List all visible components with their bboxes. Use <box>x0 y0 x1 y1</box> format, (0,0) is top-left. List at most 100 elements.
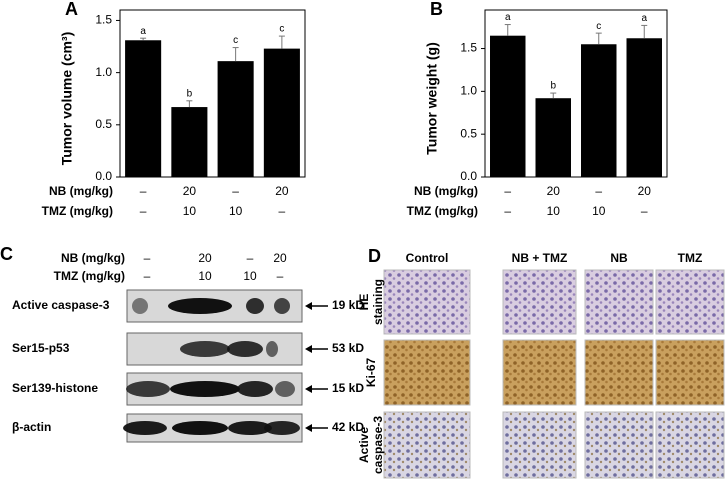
treatment-dose: – <box>232 184 239 198</box>
treatment-dose: – <box>277 269 284 283</box>
row-label: caspase-3 <box>371 416 385 474</box>
row-label: Ki-67 <box>364 358 378 388</box>
y-axis-label: Tumor volume (cm³) <box>59 32 75 166</box>
blot-name: Ser139-histone <box>12 381 98 395</box>
histology-image <box>655 411 725 479</box>
bar <box>171 107 208 177</box>
error-bar <box>595 32 602 45</box>
plot-frame <box>484 9 668 178</box>
y-tick-label: 1.0 <box>460 84 477 98</box>
y-tick-label: 0.0 <box>95 169 112 183</box>
treatment-dose: – <box>144 269 151 283</box>
blot-band <box>126 381 170 397</box>
blot-size: 53 kD <box>332 341 364 355</box>
treatment-dose: – <box>504 204 511 218</box>
treatment-dose: – <box>279 204 286 218</box>
treatment-dose: – <box>247 251 254 265</box>
treatment-dose: – <box>140 204 147 218</box>
plot-frame <box>119 9 306 178</box>
blot-band <box>266 341 278 357</box>
treatment-dose: – <box>144 251 151 265</box>
blot-size: 42 kD <box>332 420 364 434</box>
significance-letter: a <box>641 13 647 24</box>
histology-image <box>584 269 654 335</box>
treatment-dose: – <box>595 184 602 198</box>
error-bar <box>278 35 285 49</box>
treatment-dose: 20 <box>638 184 652 198</box>
arrow-head <box>305 385 312 393</box>
histology-image <box>383 339 471 406</box>
row-label: Active <box>357 427 371 463</box>
histology-image <box>655 269 725 335</box>
histology-image <box>502 411 577 479</box>
panel-letter: B <box>430 0 443 19</box>
treatment-label: NB (mg/kg) <box>61 251 125 265</box>
significance-letter: c <box>596 21 601 32</box>
significance-letter: a <box>140 26 146 37</box>
error-bar <box>504 24 511 36</box>
row-label: HE <box>357 294 371 311</box>
bar <box>217 61 254 177</box>
treatment-dose: 20 <box>273 251 287 265</box>
significance-letter: b <box>187 88 193 99</box>
panel-letter: D <box>368 246 381 266</box>
blot-size: 19 kD <box>332 298 364 312</box>
blot-band <box>123 421 167 435</box>
treatment-label: TMZ (mg/kg) <box>407 204 478 218</box>
column-label: Control <box>406 251 449 265</box>
blot-band <box>227 341 263 357</box>
blot-band <box>168 298 232 314</box>
treatment-dose: – <box>504 184 511 198</box>
bar <box>125 40 162 177</box>
treatment-dose: 20 <box>275 184 289 198</box>
y-tick-label: 1.0 <box>95 65 112 79</box>
bar <box>581 44 617 177</box>
treatment-dose: 10 <box>547 204 561 218</box>
error-bar <box>550 92 557 99</box>
row-label: staining <box>371 279 385 325</box>
significance-letter: a <box>505 12 511 23</box>
blot-band <box>180 341 230 357</box>
treatment-dose: 10 <box>229 204 243 218</box>
histology-image <box>655 339 725 406</box>
treatment-dose: 10 <box>198 269 212 283</box>
y-tick-label: 0.5 <box>460 126 477 140</box>
blot-band <box>172 421 228 435</box>
blot-band <box>246 298 264 314</box>
treatment-label: TMZ (mg/kg) <box>42 204 113 218</box>
arrow-head <box>305 424 312 432</box>
panel-letter: A <box>65 0 78 19</box>
panel-letter: C <box>0 244 13 264</box>
blot-band <box>170 381 240 397</box>
bar <box>535 98 571 177</box>
treatment-label: TMZ (mg/kg) <box>54 269 125 283</box>
histology-image <box>383 269 471 335</box>
treatment-label: NB (mg/kg) <box>49 184 113 198</box>
treatment-label: NB (mg/kg) <box>414 184 478 198</box>
significance-letter: b <box>550 81 556 92</box>
blot-band <box>237 381 273 397</box>
y-axis-label: Tumor weight (g) <box>424 42 440 155</box>
significance-letter: c <box>279 24 284 35</box>
y-tick-label: 1.5 <box>95 13 112 27</box>
column-label: TMZ <box>678 251 703 265</box>
histology-image <box>584 339 654 406</box>
error-bar <box>186 100 193 108</box>
error-bar <box>140 37 147 41</box>
blot-band <box>264 421 300 435</box>
bar <box>626 38 662 178</box>
y-tick-label: 0.0 <box>460 169 477 183</box>
blot-band <box>274 298 290 314</box>
treatment-dose: – <box>140 184 147 198</box>
blot-band <box>228 421 272 435</box>
blot-name: Active caspase-3 <box>12 298 110 312</box>
y-tick-label: 0.5 <box>95 117 112 131</box>
treatment-dose: 20 <box>183 184 197 198</box>
blot-size: 15 kD <box>332 381 364 395</box>
column-label: NB + TMZ <box>512 251 568 265</box>
treatment-dose: – <box>641 204 648 218</box>
treatment-dose: 10 <box>243 269 257 283</box>
column-label: NB <box>610 251 628 265</box>
error-bar <box>641 24 648 39</box>
